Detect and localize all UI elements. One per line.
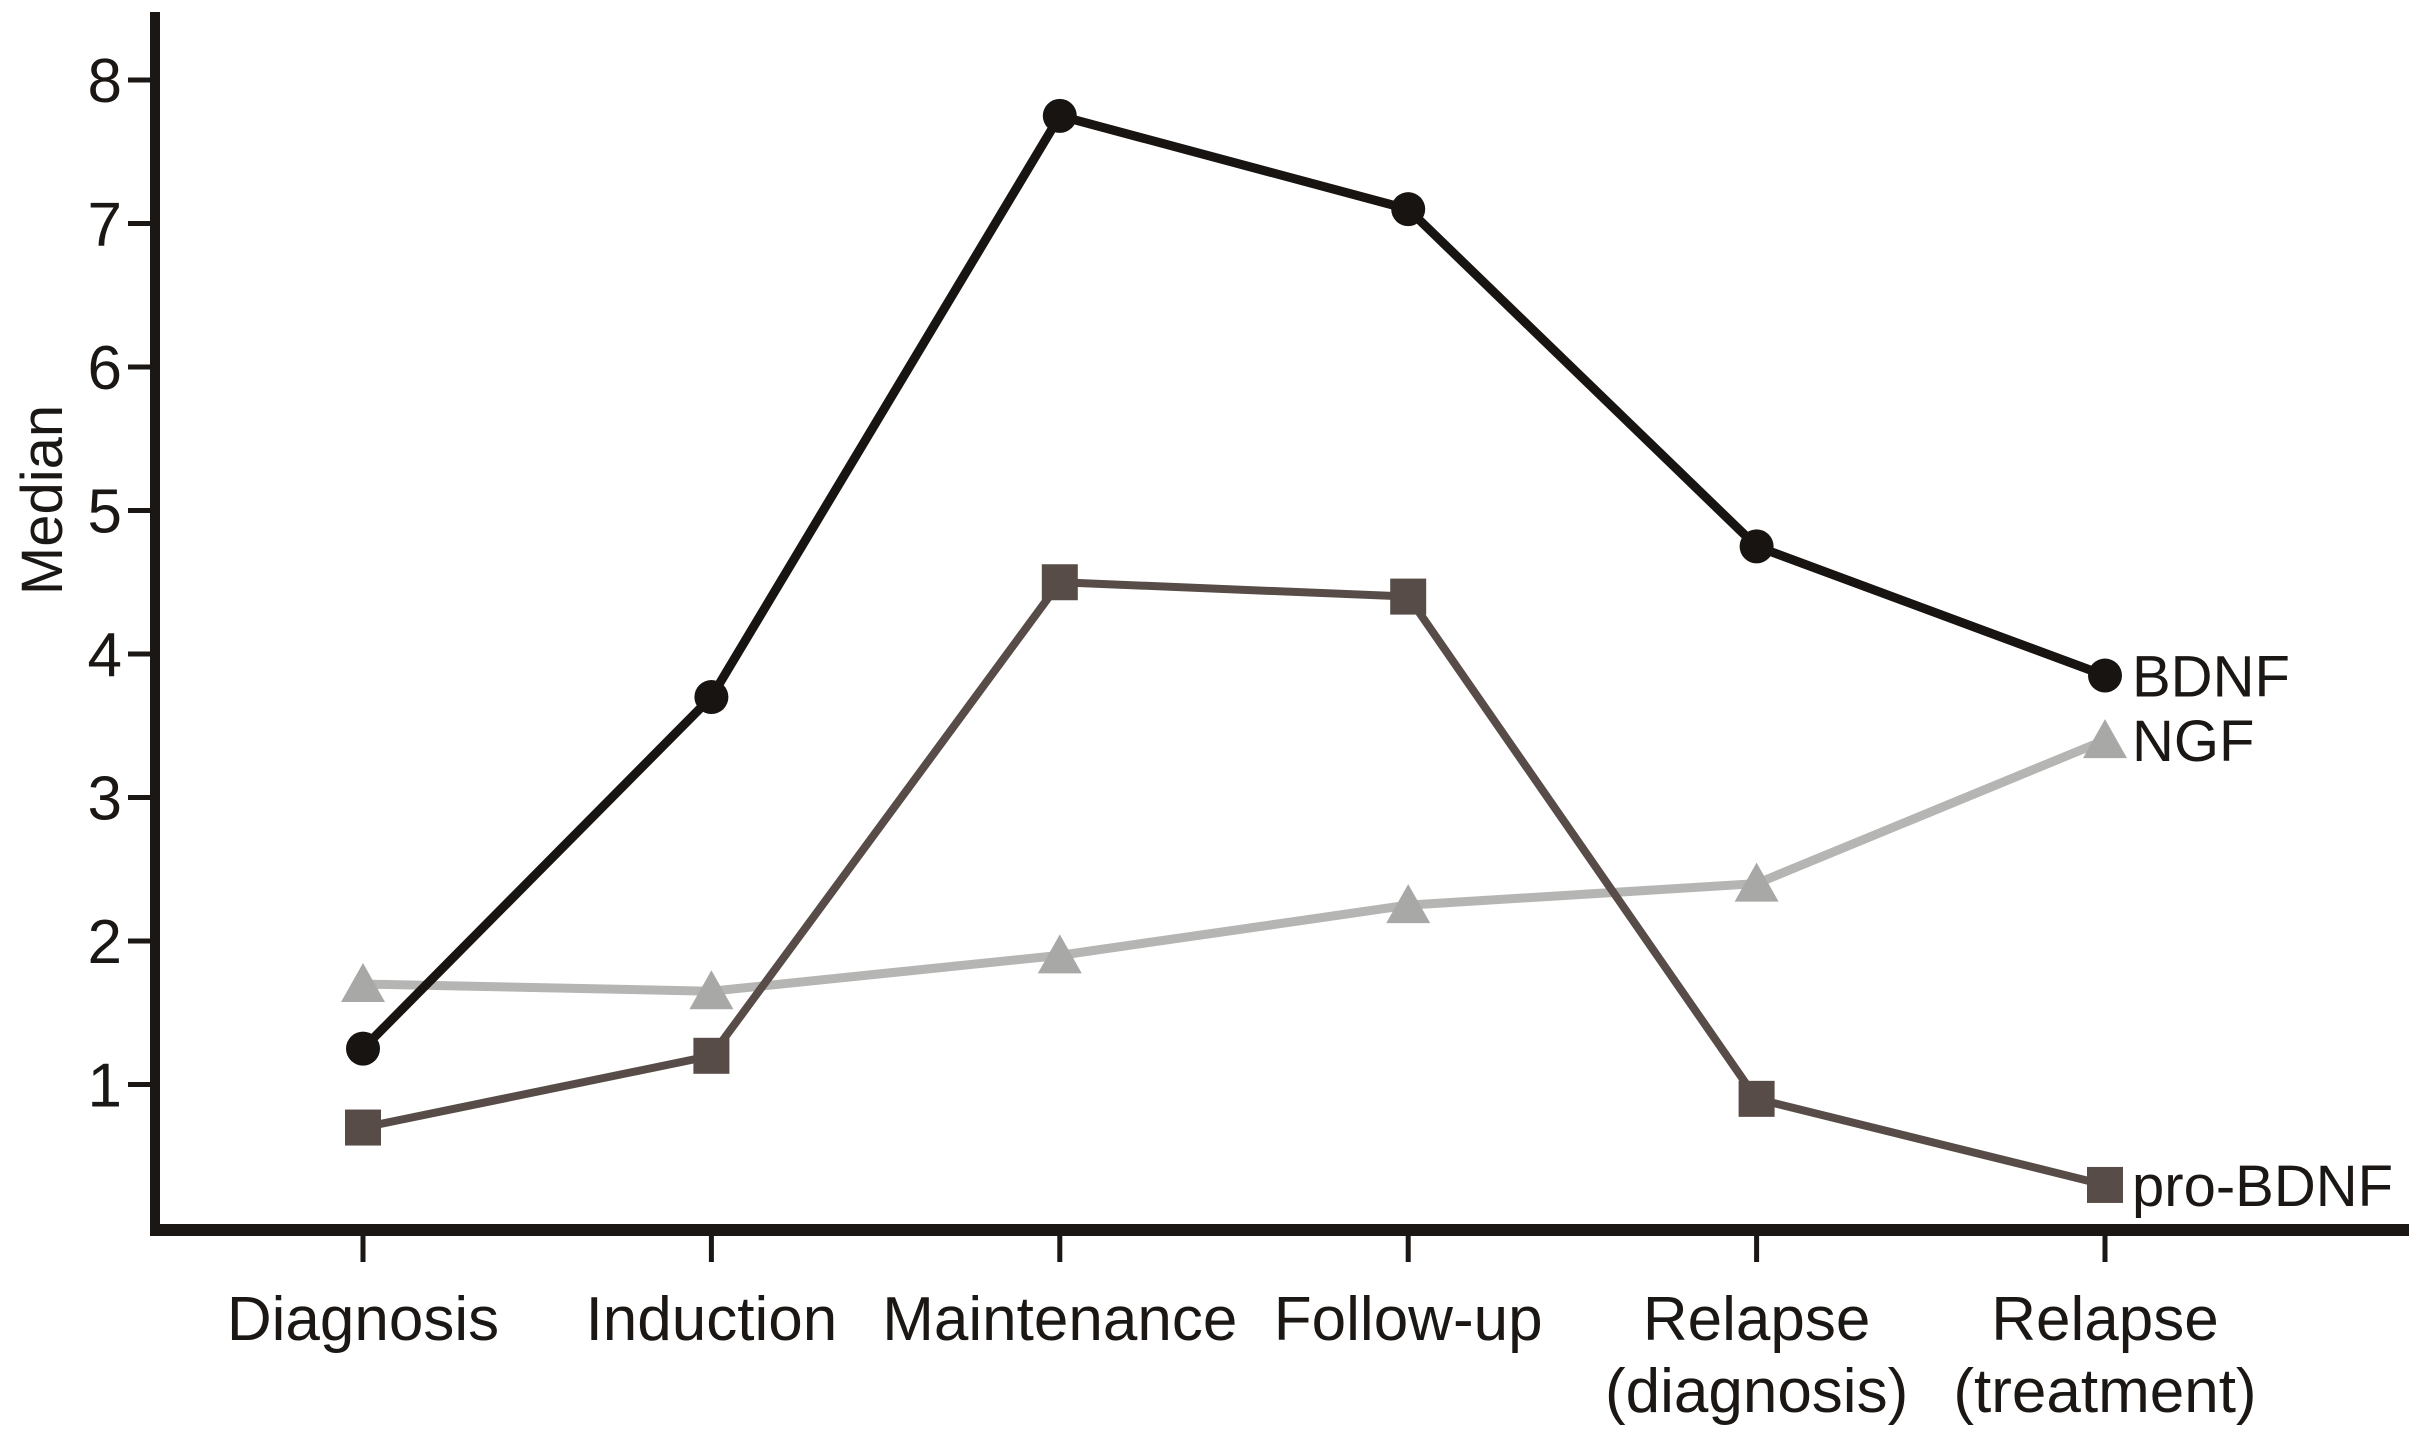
square-marker-pro-bdnf	[1738, 1080, 1775, 1117]
circle-marker-bdnf	[1391, 192, 1426, 227]
series-line-ngf	[362, 735, 2107, 996]
y-axis-title: Median	[10, 405, 75, 595]
triangle-marker-ngf	[341, 963, 385, 1003]
series-label-ngf: NGF	[2132, 709, 2254, 774]
y-tick-label: 8	[88, 47, 122, 116]
circle-marker-bdnf	[346, 1031, 380, 1066]
circle-marker-bdnf	[694, 680, 729, 715]
series-label-bdnf: BDNF	[2132, 645, 2290, 710]
x-category-label: (treatment)	[1953, 1357, 2256, 1426]
series-label-pro-bdnf: pro-BDNF	[2132, 1154, 2393, 1219]
y-tick-label: 2	[88, 908, 122, 977]
x-axis-line	[150, 1224, 2409, 1236]
triangle-marker-ngf	[1386, 884, 1431, 924]
y-tick-label: 5	[88, 478, 122, 547]
x-category-label: Diagnosis	[227, 1285, 499, 1354]
y-tick-label: 4	[88, 621, 122, 690]
square-marker-pro-bdnf	[693, 1037, 730, 1074]
x-category-label: Relapse	[1643, 1285, 1870, 1354]
square-marker-pro-bdnf	[1390, 578, 1427, 615]
x-category-label: Relapse	[1991, 1285, 2218, 1354]
series-line-pro-bdnf	[362, 578, 2106, 1189]
y-tick-label: 7	[88, 191, 122, 260]
triangle-marker-ngf	[1734, 862, 1779, 902]
x-category-label: Induction	[586, 1285, 838, 1354]
x-category-label: Follow-up	[1274, 1285, 1543, 1354]
square-marker-pro-bdnf	[345, 1109, 381, 1146]
triangle-marker-ngf	[2083, 719, 2127, 759]
series-line-bdnf	[359, 110, 2107, 1052]
x-category-label: Maintenance	[882, 1285, 1237, 1354]
y-tick-label: 6	[88, 334, 122, 403]
square-marker-pro-bdnf	[2087, 1166, 2123, 1203]
x-category-label: (diagnosis)	[1605, 1357, 1908, 1426]
y-tick-label: 3	[88, 765, 122, 834]
circle-marker-bdnf	[2088, 658, 2122, 693]
y-axis-line	[150, 12, 160, 1236]
triangle-marker-ngf	[1037, 934, 1082, 974]
square-marker-pro-bdnf	[1041, 564, 1078, 601]
y-tick-label: 1	[88, 1052, 122, 1121]
triangle-marker-ngf	[689, 970, 734, 1010]
circle-marker-bdnf	[1042, 98, 1077, 133]
circle-marker-bdnf	[1739, 529, 1774, 564]
